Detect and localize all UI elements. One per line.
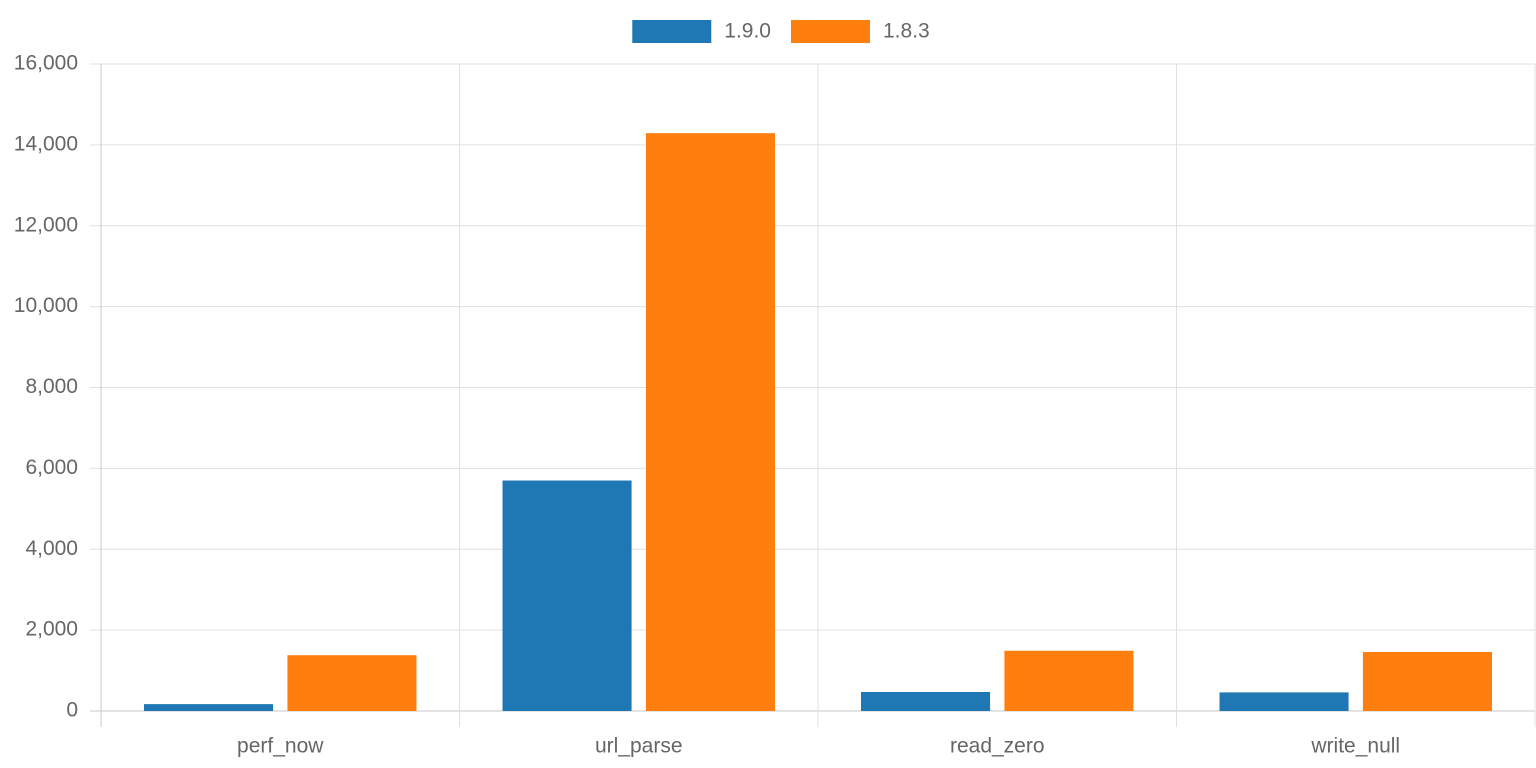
x-tick-label: url_parse: [595, 735, 683, 758]
y-tick-label: 0: [66, 699, 78, 722]
y-tick-label: 4,000: [25, 537, 78, 560]
y-tick-label: 14,000: [14, 132, 78, 155]
bar: [1219, 692, 1349, 711]
x-tick-label: write_null: [1310, 735, 1400, 758]
bar: [502, 480, 632, 711]
bar: [287, 655, 417, 711]
legend-swatch: [791, 20, 870, 43]
y-tick-label: 2,000: [25, 618, 78, 641]
legend-label: 1.8.3: [883, 20, 930, 43]
y-tick-label: 10,000: [14, 294, 78, 317]
bar: [645, 133, 775, 711]
legend-swatch: [632, 20, 712, 43]
y-tick-label: 12,000: [14, 213, 78, 236]
bar: [144, 704, 274, 711]
bar: [861, 691, 991, 711]
x-tick-label: read_zero: [950, 735, 1045, 758]
bar: [1362, 651, 1492, 711]
y-tick-label: 8,000: [25, 375, 78, 398]
bar: [1004, 650, 1134, 711]
legend-label: 1.9.0: [724, 20, 771, 43]
y-tick-label: 16,000: [14, 52, 78, 75]
x-tick-label: perf_now: [237, 735, 324, 758]
y-tick-label: 6,000: [25, 456, 78, 479]
